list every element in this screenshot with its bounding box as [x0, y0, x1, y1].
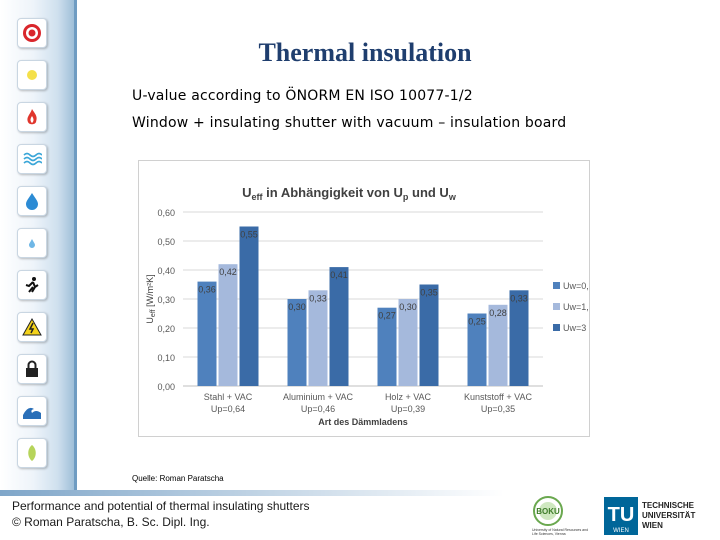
y-axis-label: Ueff [W/m²K]	[145, 274, 157, 323]
tu-logo-letters: TU	[608, 504, 635, 526]
tu-name-line-1: TECHNISCHE	[642, 501, 695, 510]
y-tick-label: 0,40	[157, 266, 175, 276]
x-tick-label: Up=0,46	[301, 404, 335, 414]
padlock-icon[interactable]	[17, 354, 47, 384]
legend-label: Uw=3	[563, 323, 586, 333]
x-tick-label: Up=0,64	[211, 404, 245, 414]
small-drop-icon[interactable]	[17, 228, 47, 258]
tu-name-line-2: UNIVERSITÄT	[642, 511, 696, 520]
y-tick-label: 0,10	[157, 353, 175, 363]
legend-label: Uw=1,1	[563, 302, 589, 312]
footer-title: Performance and potential of thermal ins…	[12, 499, 310, 513]
water-drop-icon[interactable]	[17, 186, 47, 216]
bar-chart: Ueff in Abhängigkeit von Up und Uw 0,00 0…	[145, 185, 594, 427]
x-tick-label: Up=0,39	[391, 404, 425, 414]
leaf-icon[interactable]	[17, 438, 47, 468]
data-label: 0,55	[240, 230, 258, 240]
boku-logo: BOKU University of Natural Resources and…	[532, 496, 589, 536]
data-label: 0,25	[468, 317, 486, 327]
bar	[467, 313, 487, 386]
data-label: 0,28	[489, 308, 507, 318]
sidebar-edge	[74, 0, 77, 490]
waves-icon[interactable]	[17, 144, 47, 174]
y-tick-label: 0,00	[157, 382, 175, 392]
x-tick-label: Kunststoff + VAC	[464, 392, 532, 402]
sun-icon[interactable]	[17, 60, 47, 90]
bar	[398, 299, 418, 386]
bar	[287, 299, 307, 386]
data-label: 0,35	[420, 288, 438, 298]
data-label: 0,27	[378, 311, 396, 321]
bar	[239, 226, 259, 386]
x-axis-label: Art des Dämmladens	[318, 417, 408, 427]
chart-title: Ueff in Abhängigkeit von Up und Uw	[242, 185, 457, 202]
bar	[509, 290, 529, 386]
bar	[419, 284, 439, 386]
x-tick-label: Aluminium + VAC	[283, 392, 354, 402]
slide-title: Thermal insulation	[258, 38, 472, 67]
data-label: 0,33	[510, 293, 528, 303]
x-tick-label: Up=0,35	[481, 404, 515, 414]
footer-author: © Roman Paratscha, B. Sc. Dipl. Ing.	[12, 515, 210, 529]
boku-caption: University of Natural Resources and Life…	[532, 528, 589, 536]
x-tick-label: Holz + VAC	[385, 392, 432, 402]
legend-swatch	[553, 303, 560, 310]
tu-logo-wien: WIEN	[613, 528, 629, 534]
data-label: 0,30	[399, 302, 417, 312]
tu-name: TECHNISCHE UNIVERSITÄT WIEN	[642, 501, 712, 531]
footer	[0, 490, 720, 540]
data-label: 0,42	[219, 267, 237, 277]
fire-icon[interactable]	[17, 102, 47, 132]
subtitle-line-1: U-value according to ÖNORM EN ISO 10077-…	[132, 88, 473, 104]
footer-divider	[0, 490, 720, 496]
data-label: 0,33	[309, 293, 327, 303]
subtitle-line-2: Window + insulating shutter with vacuum …	[132, 115, 567, 131]
svg-text:BOKU: BOKU	[536, 507, 560, 516]
tu-name-line-3: WIEN	[642, 521, 663, 530]
source-note: Quelle: Roman Paratscha	[132, 474, 224, 483]
legend-swatch	[553, 324, 560, 331]
y-tick-label: 0,30	[157, 295, 175, 305]
bar	[329, 267, 349, 386]
data-label: 0,41	[330, 270, 348, 280]
y-tick-label: 0,50	[157, 237, 175, 247]
bar	[197, 281, 217, 386]
warning-icon[interactable]	[17, 312, 47, 342]
tu-wien-logo: TU WIEN	[604, 497, 638, 535]
bar	[377, 307, 397, 386]
wave-icon[interactable]	[17, 396, 47, 426]
data-label: 0,36	[198, 285, 216, 295]
bar	[308, 290, 328, 386]
y-tick-label: 0,60	[157, 208, 175, 218]
chart-panel: Ueff in Abhängigkeit von Up und Uw 0,00 0…	[138, 160, 594, 437]
legend-label: Uw=0,8	[563, 281, 589, 291]
y-tick-label: 0,20	[157, 324, 175, 334]
running-person-icon[interactable]	[17, 270, 47, 300]
bar	[218, 264, 238, 386]
target-icon[interactable]	[17, 18, 47, 48]
x-tick-label: Stahl + VAC	[204, 392, 253, 402]
data-label: 0,30	[288, 302, 306, 312]
legend-swatch	[553, 282, 560, 289]
bar	[488, 304, 508, 386]
